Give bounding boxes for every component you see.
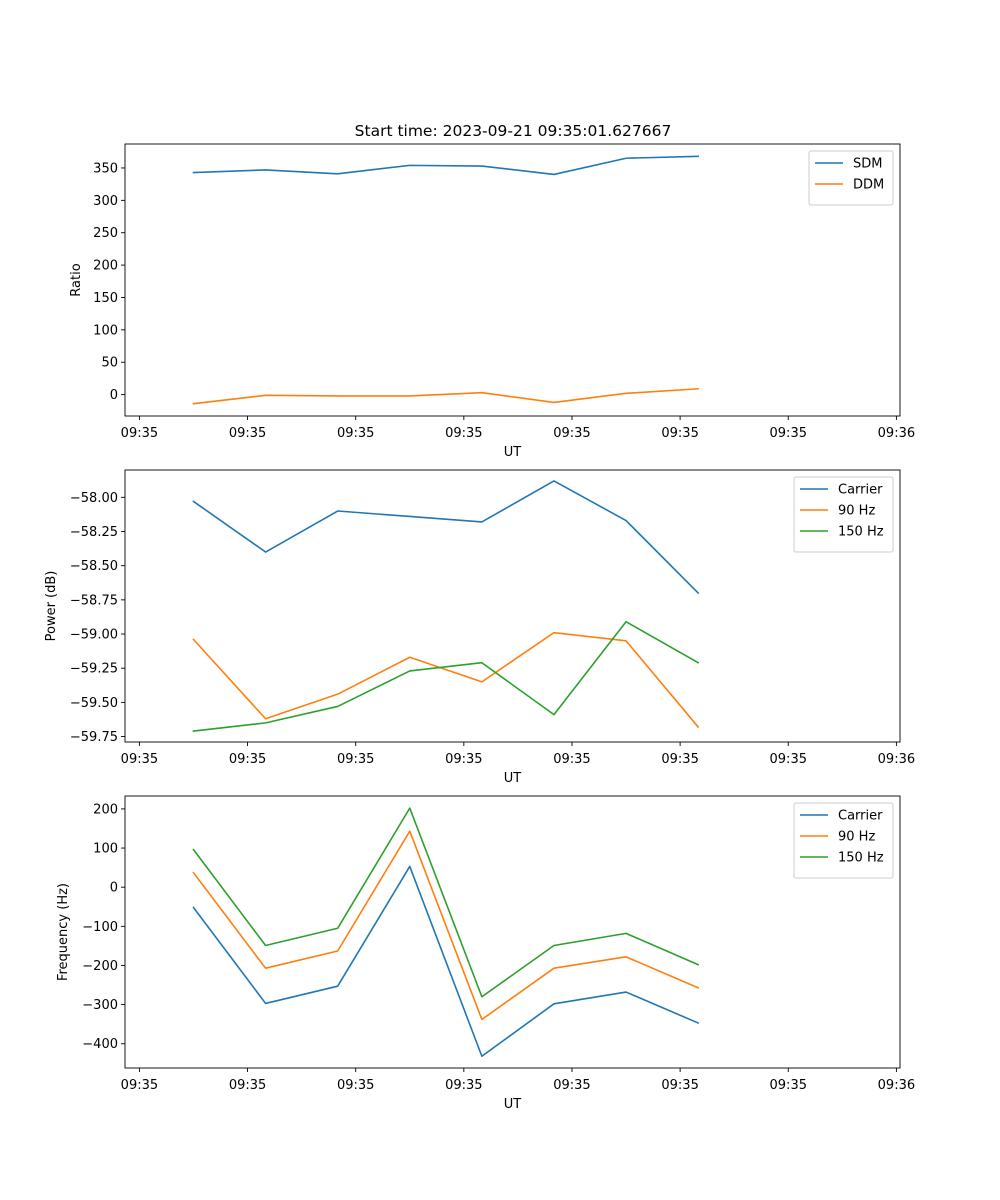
y-tick-label-power: −59.75: [70, 730, 118, 745]
legend-box-frequency: [793, 802, 894, 879]
x-tick-label-frequency: 09:36: [878, 1078, 915, 1093]
series-line-ddm-ratio: [192, 387, 699, 405]
x-tick-label-ratio: 09:35: [337, 426, 374, 441]
x-tick-label-frequency: 09:35: [229, 1078, 266, 1093]
y-tick-label-power: −58.50: [70, 559, 118, 574]
y-tick-label-frequency: −100: [82, 920, 118, 935]
x-tick-label-power: 09:36: [878, 752, 915, 767]
x-tick-label-ratio: 09:36: [878, 426, 915, 441]
y-tick-label-frequency: 100: [93, 842, 118, 857]
legend-label-90-hz-frequency: 90 Hz: [838, 830, 875, 845]
x-tick-label-frequency: 09:35: [661, 1078, 698, 1093]
legend-label-carrier-frequency: Carrier: [838, 809, 883, 824]
legend-label-150-hz-frequency: 150 Hz: [838, 851, 884, 866]
x-tick-label-power: 09:35: [661, 752, 698, 767]
x-tick-label-power: 09:35: [229, 752, 266, 767]
y-tick-label-ratio: 250: [93, 226, 118, 241]
x-tick-label-power: 09:35: [121, 752, 158, 767]
series-line-sdm-ratio: [192, 155, 699, 176]
legend-box-power: [793, 476, 894, 553]
axes-frame-power: [124, 469, 901, 743]
series-line-carrier-frequency: [192, 865, 700, 1058]
x-tick-label-frequency: 09:35: [121, 1078, 158, 1093]
legend-label-150-hz-power: 150 Hz: [838, 525, 884, 540]
y-axis-label-frequency: Frequency (Hz): [56, 883, 71, 981]
series-line-90-hz-power: [192, 631, 700, 729]
x-tick-label-ratio: 09:35: [121, 426, 158, 441]
x-tick-label-ratio: 09:35: [770, 426, 807, 441]
x-tick-label-power: 09:35: [445, 752, 482, 767]
x-tick-label-ratio: 09:35: [445, 426, 482, 441]
y-tick-label-frequency: −200: [82, 959, 118, 974]
legend-label-sdm-ratio: SDM: [853, 157, 882, 172]
x-tick-label-ratio: 09:35: [229, 426, 266, 441]
y-tick-label-ratio: 100: [93, 323, 118, 338]
x-tick-label-frequency: 09:35: [445, 1078, 482, 1093]
series-line-150-hz-power: [192, 620, 700, 732]
x-axis-label-power: UT: [504, 771, 522, 786]
x-tick-label-ratio: 09:35: [661, 426, 698, 441]
x-tick-label-ratio: 09:35: [553, 426, 590, 441]
x-tick-label-power: 09:35: [553, 752, 590, 767]
y-tick-label-frequency: −300: [82, 998, 118, 1013]
axes-frame-ratio: [124, 143, 901, 417]
y-tick-label-ratio: 300: [93, 194, 118, 209]
y-tick-label-frequency: 200: [93, 802, 118, 817]
y-tick-label-power: −58.75: [70, 593, 118, 608]
x-tick-label-frequency: 09:35: [337, 1078, 374, 1093]
y-tick-label-power: −59.00: [70, 628, 118, 643]
y-tick-label-ratio: 150: [93, 291, 118, 306]
x-tick-label-power: 09:35: [337, 752, 374, 767]
panel-power: −59.75 −59.50 −59.25 −59.00 −58.75 −58.50 −58.…: [44, 469, 915, 786]
y-tick-label-ratio: 0: [110, 388, 118, 403]
y-tick-label-power: −58.00: [70, 491, 118, 506]
x-tick-label-frequency: 09:35: [553, 1078, 590, 1093]
legend-label-carrier-power: Carrier: [838, 483, 883, 498]
series-line-90-hz-frequency: [192, 830, 700, 1021]
y-axis-label-ratio: Ratio: [69, 263, 84, 296]
panel-ratio: 0 50 100 150 200 250 300 350 09:35 09:35 09:35 09:3…: [69, 143, 915, 460]
y-tick-label-ratio: 350: [93, 161, 118, 176]
y-axis-label-power: Power (dB): [44, 571, 59, 642]
y-tick-label-frequency: −400: [82, 1037, 118, 1052]
chart-title: Start time: 2023-09-21 09:35:01.627667: [355, 122, 672, 140]
y-tick-label-ratio: 200: [93, 259, 118, 274]
legend-label-90-hz-power: 90 Hz: [838, 504, 875, 519]
series-line-carrier-power: [192, 480, 700, 595]
axes-frame-frequency: [124, 795, 901, 1069]
panel-frequency: −400 −300 −200 −100 0 100 200 09:35 09:35 09:35 09…: [56, 795, 915, 1112]
legend-label-ddm-ratio: DDM: [853, 178, 884, 193]
y-tick-label-power: −58.25: [70, 525, 118, 540]
y-tick-label-ratio: 50: [101, 356, 118, 371]
x-axis-label-frequency: UT: [504, 1097, 522, 1112]
y-tick-label-power: −59.25: [70, 662, 118, 677]
x-tick-label-power: 09:35: [770, 752, 807, 767]
y-tick-label-frequency: 0: [110, 881, 118, 896]
x-tick-label-frequency: 09:35: [770, 1078, 807, 1093]
x-axis-label-ratio: UT: [504, 445, 522, 460]
legend-box-ratio: [808, 150, 894, 206]
y-tick-label-power: −59.50: [70, 696, 118, 711]
series-line-150-hz-frequency: [192, 807, 700, 998]
